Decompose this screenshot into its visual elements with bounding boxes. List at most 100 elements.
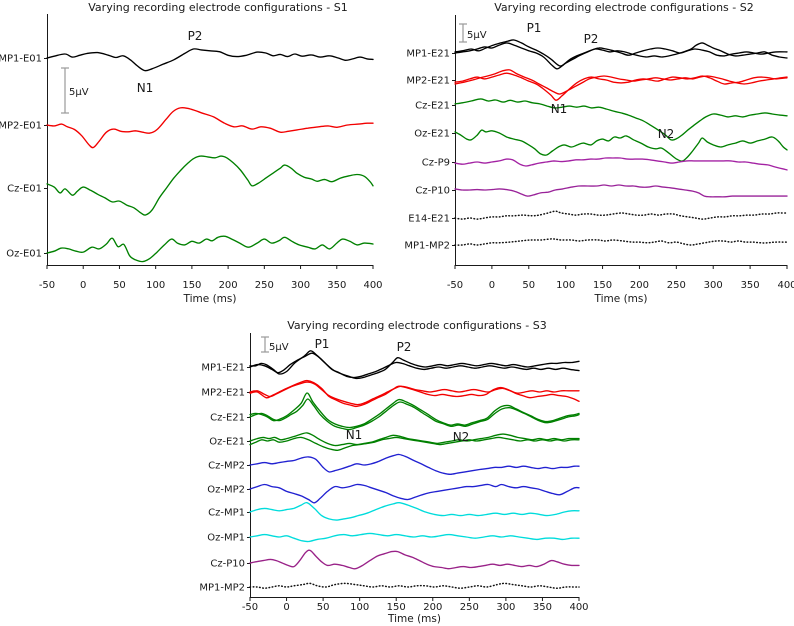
row-label-oz-e21: Oz-E21 bbox=[209, 437, 245, 448]
trace-mp1-e21-2 bbox=[249, 350, 580, 379]
annotation-p2: P2 bbox=[584, 32, 599, 46]
row-label-oz-e01: Oz-E01 bbox=[6, 249, 42, 260]
x-tick-label: -50 bbox=[39, 280, 55, 291]
trace-mp1-mp2 bbox=[249, 582, 580, 589]
x-tick-label: 300 bbox=[704, 280, 723, 291]
x-tick-label: 100 bbox=[350, 602, 369, 613]
scale-bar: 5µV bbox=[459, 23, 487, 43]
row-label-mp2-e21: MP2-E21 bbox=[201, 388, 245, 399]
trace-oz-e01 bbox=[46, 235, 374, 263]
x-tick-label: 200 bbox=[219, 280, 238, 291]
row-label-cz-e01: Cz-E01 bbox=[7, 184, 42, 195]
trace-mp2-e21-1 bbox=[454, 72, 788, 101]
x-tick-label: 350 bbox=[741, 280, 760, 291]
trace-cz-e21 bbox=[454, 98, 788, 141]
x-axis-label: Time (ms) bbox=[387, 613, 441, 625]
x-axis-label: Time (ms) bbox=[183, 293, 237, 305]
trace-cz-mp1 bbox=[249, 501, 580, 521]
x-tick-label: 200 bbox=[630, 280, 649, 291]
row-label-mp1-e21: MP1-E21 bbox=[406, 49, 450, 60]
row-label-cz-e21: Cz-E21 bbox=[415, 101, 450, 112]
annotation-n2: N2 bbox=[453, 430, 470, 444]
x-tick-label: 100 bbox=[556, 280, 575, 291]
x-tick-label: 200 bbox=[423, 602, 442, 613]
row-label-oz-e21: Oz-E21 bbox=[414, 129, 450, 140]
annotation-p2: P2 bbox=[397, 340, 412, 354]
annotation-p2: P2 bbox=[188, 29, 203, 43]
x-tick-label: -50 bbox=[447, 280, 463, 291]
x-tick-label: 150 bbox=[182, 280, 201, 291]
panel-s3: Varying recording electrode configuratio… bbox=[199, 319, 588, 625]
x-tick-label: 0 bbox=[489, 280, 495, 291]
x-tick-label: 350 bbox=[327, 280, 346, 291]
x-tick-label: 300 bbox=[291, 280, 310, 291]
x-tick-label: 250 bbox=[667, 280, 686, 291]
trace-e14-e21 bbox=[454, 210, 788, 220]
annotation-p1: P1 bbox=[527, 21, 542, 35]
trace-mp1-mp2 bbox=[454, 238, 788, 246]
x-tick-label: 300 bbox=[496, 602, 515, 613]
panel-s1: Varying recording electrode configuratio… bbox=[0, 1, 383, 305]
x-tick-label: 150 bbox=[593, 280, 612, 291]
row-label-cz-e21: Cz-E21 bbox=[210, 413, 245, 424]
scale-bar: 5µV bbox=[61, 67, 89, 114]
x-tick-label: 400 bbox=[363, 280, 382, 291]
trace-mp1-e21-1 bbox=[249, 352, 580, 380]
trace-cz-e21-1 bbox=[249, 398, 580, 431]
row-label-cz-p10: Cz-P10 bbox=[415, 186, 450, 197]
trace-cz-p9 bbox=[454, 157, 788, 171]
row-label-mp2-e21: MP2-E21 bbox=[406, 76, 450, 87]
trace-oz-mp2 bbox=[249, 483, 580, 504]
scale-bar: 5µV bbox=[261, 336, 289, 353]
x-tick-label: 50 bbox=[522, 280, 535, 291]
trace-cz-p10 bbox=[249, 549, 580, 570]
trace-mp2-e21-2 bbox=[249, 379, 580, 408]
annotation-p1: P1 bbox=[315, 337, 330, 351]
trace-cz-p10 bbox=[454, 184, 788, 198]
x-tick-label: -50 bbox=[242, 602, 258, 613]
trace-mp1-e21-2 bbox=[454, 39, 788, 67]
trace-oz-mp1 bbox=[249, 532, 580, 543]
row-label-mp1-e01: MP1-E01 bbox=[0, 54, 42, 65]
annotation-n1: N1 bbox=[551, 102, 568, 116]
row-label-oz-mp2: Oz-MP2 bbox=[207, 485, 245, 496]
x-tick-label: 250 bbox=[460, 602, 479, 613]
trace-mp1-e01 bbox=[46, 48, 374, 72]
panel-s2: Varying recording electrode configuratio… bbox=[404, 1, 794, 305]
trace-oz-e21 bbox=[454, 129, 788, 162]
panel-title: Varying recording electrode configuratio… bbox=[287, 319, 546, 332]
row-label-e14-e21: E14-E21 bbox=[408, 214, 450, 225]
trace-cz-e21-2 bbox=[249, 392, 580, 429]
annotation-n1: N1 bbox=[346, 428, 363, 442]
row-label-cz-p9: Cz-P9 bbox=[422, 158, 450, 169]
x-tick-label: 50 bbox=[113, 280, 126, 291]
annotation-n1: N1 bbox=[137, 81, 154, 95]
trace-oz-e21-1 bbox=[249, 432, 580, 447]
scale-bar-label: 5µV bbox=[269, 342, 289, 353]
x-tick-label: 400 bbox=[569, 602, 588, 613]
panel-title: Varying recording electrode configuratio… bbox=[88, 1, 347, 14]
trace-oz-e21-2 bbox=[249, 436, 580, 452]
trace-mp2-e21-2 bbox=[454, 69, 788, 95]
x-tick-label: 150 bbox=[387, 602, 406, 613]
row-label-mp1-e21: MP1-E21 bbox=[201, 363, 245, 374]
x-tick-label: 0 bbox=[80, 280, 86, 291]
x-tick-label: 50 bbox=[317, 602, 330, 613]
x-tick-label: 250 bbox=[255, 280, 274, 291]
row-label-oz-mp1: Oz-MP1 bbox=[207, 533, 245, 544]
x-tick-label: 400 bbox=[777, 280, 794, 291]
x-axis-label: Time (ms) bbox=[594, 293, 648, 305]
x-tick-label: 100 bbox=[146, 280, 165, 291]
annotation-n2: N2 bbox=[658, 127, 675, 141]
row-label-cz-p10: Cz-P10 bbox=[210, 559, 245, 570]
trace-mp2-e21-1 bbox=[249, 381, 580, 406]
row-label-cz-mp2: Cz-MP2 bbox=[208, 461, 245, 472]
scale-bar-label: 5µV bbox=[69, 87, 89, 98]
x-tick-label: 0 bbox=[283, 602, 289, 613]
row-label-cz-mp1: Cz-MP1 bbox=[208, 508, 245, 519]
x-tick-label: 350 bbox=[533, 602, 552, 613]
row-label-mp2-e01: MP2-E01 bbox=[0, 121, 42, 132]
trace-cz-e01 bbox=[46, 155, 374, 216]
